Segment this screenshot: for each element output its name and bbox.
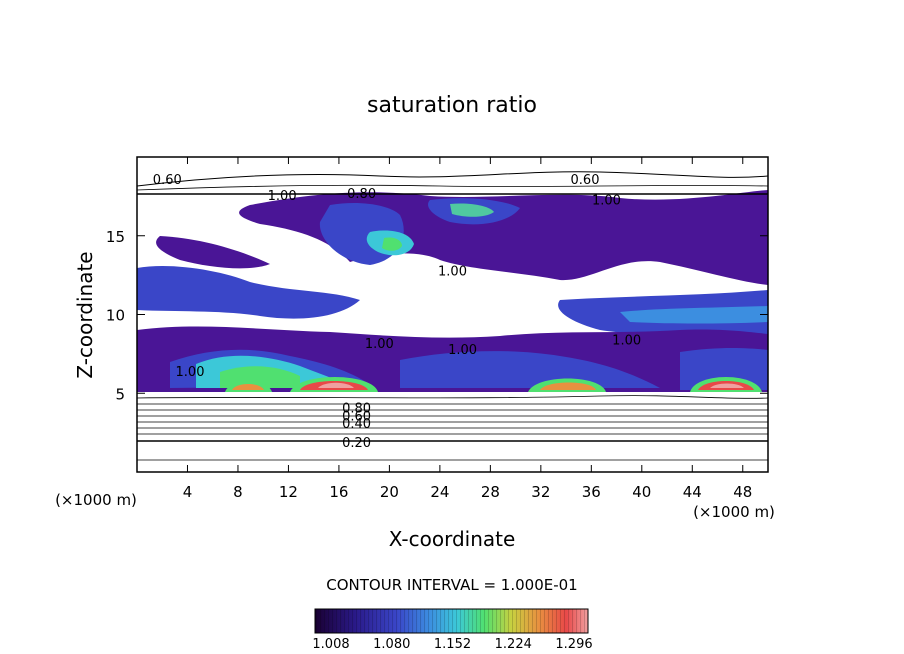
x-tick-label: 8 <box>233 483 243 501</box>
colorbar-label: 1.008 <box>312 637 349 652</box>
x-tick-label: 12 <box>279 483 298 501</box>
hotspot-4-peak <box>710 383 744 388</box>
y-axis-ticks: 5 10 15 <box>106 228 768 403</box>
contour-lines <box>137 171 768 461</box>
field-upper-core-green <box>382 237 402 251</box>
y-tick-label: 10 <box>106 307 125 325</box>
hotspot-1-core <box>232 384 264 390</box>
colorbar-labels: 1.008 1.080 1.152 1.224 1.296 <box>312 637 592 652</box>
contour-label: 0.60 <box>153 173 182 188</box>
colorbar-label: 1.224 <box>495 637 532 652</box>
field-top-blob-green <box>450 203 494 217</box>
x-axis-label: X-coordinate <box>389 527 516 551</box>
y-axis-label: Z-coordinate <box>73 251 97 378</box>
colorbar-label: 1.080 <box>373 637 410 652</box>
contour-label: 1.00 <box>612 334 641 349</box>
contour-label: 1.00 <box>268 189 297 204</box>
x-tick-label: 36 <box>582 483 601 501</box>
contour-label: 1.00 <box>176 365 205 380</box>
field-lower-right-blue <box>680 348 768 390</box>
contour-label: 0.40 <box>342 417 371 432</box>
contour-label: 0.60 <box>342 409 371 424</box>
x-tick-label: 32 <box>531 483 550 501</box>
hotspot-3-core <box>540 382 596 390</box>
colorbar-ticks <box>315 609 588 633</box>
contour-label: 1.00 <box>448 343 477 358</box>
x-tick-label: 20 <box>380 483 399 501</box>
y-tick-label: 15 <box>106 228 125 246</box>
contour-label: 0.80 <box>347 187 376 202</box>
saturation-field <box>137 171 768 461</box>
field-mid-left <box>137 265 360 319</box>
x-unit-left: (×1000 m) <box>55 491 137 509</box>
contour-label: 1.00 <box>438 264 467 279</box>
colorbar-label: 1.152 <box>434 637 471 652</box>
colorbar-frame <box>314 608 589 634</box>
contour-label: 0.20 <box>342 436 371 451</box>
x-tick-label: 44 <box>683 483 702 501</box>
contour-label: 1.00 <box>365 337 394 352</box>
x-tick-label: 24 <box>430 483 449 501</box>
x-tick-label: 16 <box>329 483 348 501</box>
colorbar <box>314 608 589 634</box>
colorbar-label: 1.296 <box>555 637 592 652</box>
x-axis-ticks: 4 8 12 16 20 24 28 32 36 40 44 48 <box>183 157 752 501</box>
x-tick-label: 28 <box>481 483 500 501</box>
x-tick-label: 4 <box>183 483 193 501</box>
field-mid-left-dark <box>156 236 270 269</box>
x-tick-label: 40 <box>632 483 651 501</box>
contour-label: 0.80 <box>342 401 371 416</box>
chart-title: saturation ratio <box>367 93 537 118</box>
x-tick-label: 48 <box>733 483 752 501</box>
y-tick-label: 5 <box>115 385 125 403</box>
contour-label: 1.00 <box>592 194 621 209</box>
field-mid-right-cyan <box>620 306 768 324</box>
contour-label-layer: 0.60 0.600.801.00 1.001.001.00 1.001.001.00… <box>153 173 641 451</box>
contour-interval-text: CONTOUR INTERVAL = 1.000E-01 <box>326 576 577 594</box>
field-lower-mid-blue <box>400 351 660 388</box>
hotspot-2-peak <box>318 382 354 388</box>
contour-label: 0.60 <box>571 173 600 188</box>
x-unit-right: (×1000 m) <box>693 503 775 521</box>
